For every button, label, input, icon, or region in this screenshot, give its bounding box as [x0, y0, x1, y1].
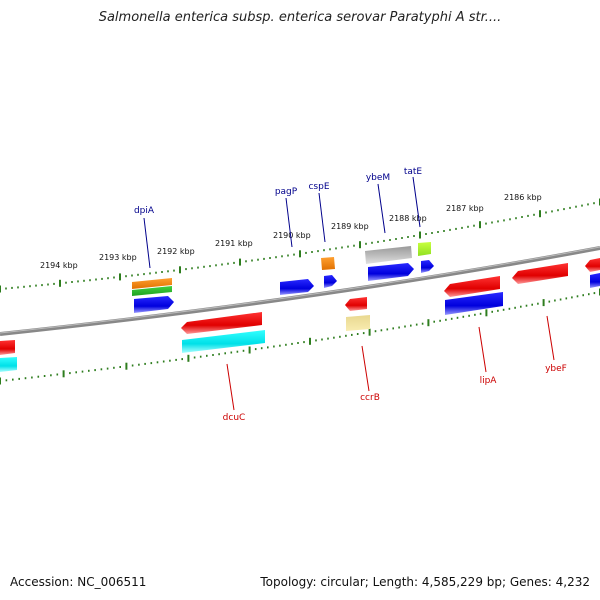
kbp-label: 2187 kbp	[446, 204, 484, 213]
kbp-label: 2193 kbp	[99, 253, 137, 262]
gene-feature-red	[181, 312, 262, 334]
gene-label-cspe[interactable]: cspE	[308, 182, 329, 192]
kbp-label: 2190 kbp	[273, 231, 311, 240]
topology-text: Topology: circular; Length: 4,585,229 bp…	[260, 575, 590, 589]
gene-feature-red	[0, 340, 15, 355]
kbp-label: 2188 kbp	[389, 214, 427, 223]
gene-label-dcuc[interactable]: dcuC	[223, 413, 246, 423]
gene-feature-green	[132, 286, 172, 296]
gene-feature-blue	[368, 263, 414, 281]
forward-gene-features	[132, 242, 600, 313]
gene-label-pagp[interactable]: pagP	[275, 187, 298, 197]
inner-tick-ring	[0, 288, 600, 385]
kbp-label: 2192 kbp	[157, 247, 195, 256]
forward-gene-labels: dpiA pagP cspE ybeM tatE	[134, 167, 423, 269]
gene-feature-blue	[324, 275, 337, 288]
gene-feature-khaki	[346, 315, 370, 331]
gene-label-ybem[interactable]: ybeM	[366, 173, 390, 183]
outer-tick-ring	[0, 198, 600, 293]
gene-feature-blue	[280, 279, 314, 295]
reverse-gene-features	[0, 258, 600, 372]
genome-title: Salmonella enterica subsp. enterica sero…	[98, 10, 502, 25]
kbp-label: 2186 kbp	[504, 193, 542, 202]
kbp-label: 2191 kbp	[215, 239, 253, 248]
gene-feature-blue	[421, 260, 434, 273]
reverse-gene-labels: dcuC ccrB lipA ybeF	[223, 315, 567, 423]
gene-feature-blue	[134, 296, 174, 313]
kbp-label: 2189 kbp	[331, 222, 369, 231]
gene-feature-lime	[418, 242, 431, 256]
gene-feature-red	[345, 297, 367, 311]
accession-text: Accession: NC_006511	[10, 575, 147, 589]
gene-feature-red	[512, 263, 568, 284]
genome-backbone	[0, 246, 600, 336]
gene-feature-red	[585, 258, 600, 272]
gene-feature-cyan	[0, 357, 17, 372]
gene-feature-gray	[365, 246, 412, 264]
gene-label-lipa[interactable]: lipA	[480, 376, 498, 386]
gene-feature-cyan	[182, 330, 265, 353]
gene-feature-red	[444, 276, 500, 297]
kbp-scale: 2194 kbp 2193 kbp 2192 kbp 2191 kbp 2190…	[40, 193, 542, 270]
gene-label-ccrb[interactable]: ccrB	[360, 393, 380, 403]
gene-label-ybef[interactable]: ybeF	[545, 364, 567, 374]
gene-label-dpia[interactable]: dpiA	[134, 206, 155, 216]
gene-feature-orange	[321, 257, 335, 270]
gene-feature-blue	[590, 273, 600, 288]
kbp-label: 2194 kbp	[40, 261, 78, 270]
gene-feature-orange	[132, 278, 172, 289]
gene-feature-blue	[445, 292, 503, 315]
gene-label-tate[interactable]: tatE	[404, 167, 423, 177]
